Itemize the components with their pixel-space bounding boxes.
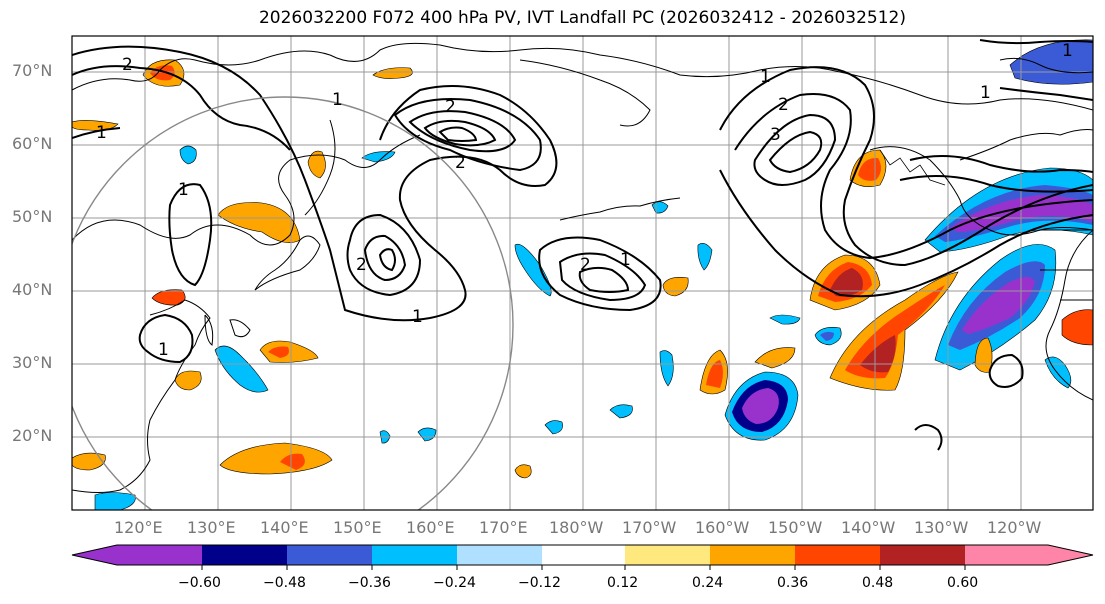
lon-label: 120°E <box>114 518 163 537</box>
contour-label: 2 <box>122 55 133 75</box>
colorbar-tick-label: 0.60 <box>947 575 979 591</box>
lat-label: 20°N <box>12 426 53 445</box>
colorbar-tick-label: −0.60 <box>178 575 221 591</box>
contour-label: 1 <box>1062 41 1073 61</box>
colorbar-bin <box>542 545 625 565</box>
colorbar-tick-label: −0.48 <box>263 575 306 591</box>
contour-label: 2 <box>356 255 367 275</box>
lon-label: 170°W <box>622 518 677 537</box>
lat-label: 30°N <box>12 353 53 372</box>
colorbar-bin <box>287 545 372 565</box>
colorbar-bin <box>457 545 542 565</box>
contour-label: 2 <box>445 97 456 117</box>
contour-label: 1 <box>96 123 107 143</box>
pv-contours <box>72 39 1093 451</box>
colorbar-max-extension <box>1048 545 1093 565</box>
contour-labels: 2 1 1 2 2 1 2 1 2 1 1 2 3 1 1 1 <box>96 41 1073 360</box>
colorbar-bin <box>372 545 457 565</box>
lon-label: 130°W <box>914 518 969 537</box>
colorbar-tick-label: 0.36 <box>777 575 809 591</box>
lon-label: 180°W <box>549 518 604 537</box>
colorbar-tick-label: −0.36 <box>348 575 391 591</box>
contour-label: 2 <box>778 95 789 115</box>
colorbar <box>71 544 1094 570</box>
lon-label: 160°W <box>695 518 750 537</box>
map-title: 2026032200 F072 400 hPa PV, IVT Landfall… <box>258 8 906 28</box>
colorbar-tick-label: 0.12 <box>607 575 639 591</box>
contour-label: 1 <box>620 250 631 270</box>
lon-label: 150°E <box>333 518 382 537</box>
contour-label: 2 <box>580 255 591 275</box>
lat-label: 70°N <box>12 61 53 80</box>
lon-label: 140°E <box>260 518 309 537</box>
colorbar-bin <box>965 545 1048 565</box>
colorbar-min-extension <box>72 545 117 565</box>
contour-label: 2 <box>455 153 466 173</box>
coastlines <box>72 42 1093 493</box>
colorbar-bin <box>202 545 287 565</box>
contour-label: 1 <box>158 340 169 360</box>
range-circle <box>72 96 514 510</box>
colorbar-tick-label: −0.24 <box>433 575 476 591</box>
colorbar-bin <box>625 545 710 565</box>
contour-label: 3 <box>770 125 781 145</box>
colorbar-tick-label: 0.24 <box>692 575 724 591</box>
map-plot-area: 2 1 1 2 2 1 2 1 2 1 1 2 3 1 1 1 <box>72 36 1093 510</box>
colorbar-bin <box>710 545 795 565</box>
colorbar-bin <box>880 545 965 565</box>
lon-label: 120°W <box>987 518 1042 537</box>
contour-label: 1 <box>332 90 343 110</box>
contour-label: 1 <box>760 67 771 87</box>
colorbar-bin <box>795 545 880 565</box>
pc-anomaly-fills <box>72 39 1093 510</box>
plot-frame <box>71 35 1094 511</box>
colorbar-tick-label: −0.12 <box>518 575 561 591</box>
contour-label: 1 <box>178 180 189 200</box>
lon-label: 130°E <box>187 518 236 537</box>
colorbar-bin <box>117 545 202 565</box>
lon-label: 160°E <box>406 518 455 537</box>
colorbar-tick-label: 0.48 <box>862 575 894 591</box>
lon-label: 170°E <box>479 518 528 537</box>
lat-label: 50°N <box>12 207 53 226</box>
lat-label: 60°N <box>12 134 53 153</box>
lon-label: 140°W <box>841 518 896 537</box>
contour-label: 1 <box>412 307 423 327</box>
lat-label: 40°N <box>12 280 53 299</box>
lon-label: 150°W <box>768 518 823 537</box>
contour-label: 1 <box>980 83 991 103</box>
